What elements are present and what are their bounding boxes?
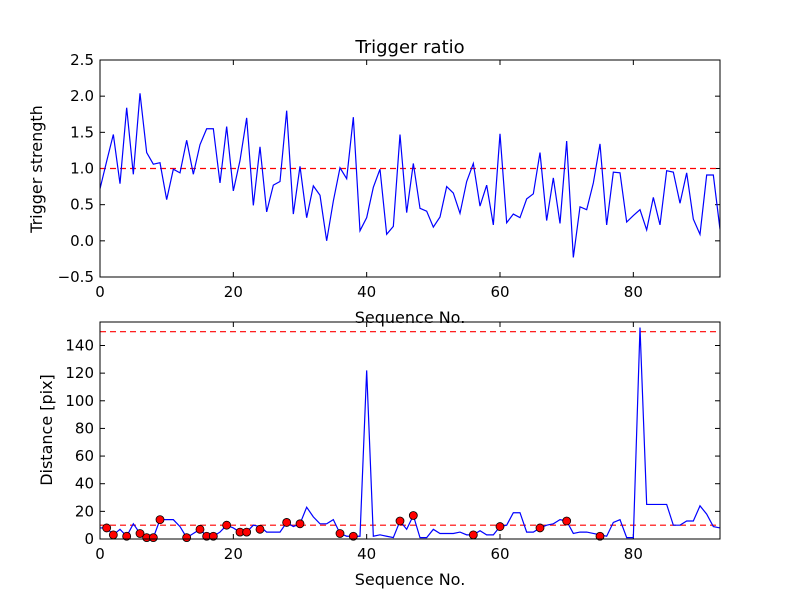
data-point-marker <box>208 531 218 541</box>
top-xlabel: Sequence No. <box>355 308 466 327</box>
series-line <box>100 93 720 258</box>
y-tick-label: 1.5 <box>70 123 94 141</box>
top-ticks: 0 20 40 60 80 −0.5 0.0 0.5 1.0 1.5 2.0 2.5 <box>58 51 720 301</box>
data-point-marker <box>562 516 572 526</box>
data-point-marker <box>108 530 118 540</box>
x-tick-label: 20 <box>224 283 243 301</box>
y-tick-label: 20 <box>75 502 94 520</box>
top-ylabel: Trigger strength <box>27 105 46 234</box>
data-point-marker <box>295 519 305 529</box>
x-tick-label: 0 <box>95 283 105 301</box>
data-point-marker <box>468 530 478 540</box>
y-tick-label: 120 <box>65 364 94 382</box>
series-line <box>100 327 720 539</box>
data-point-marker <box>282 518 292 527</box>
y-tick-label: 2.5 <box>70 51 94 69</box>
data-point-marker <box>242 527 252 537</box>
chart-distance: 0 20 40 60 80 0 20 40 60 80 100 120 140 Sequence No.… <box>37 321 721 589</box>
x-tick-label: 20 <box>224 545 243 563</box>
y-tick-label: 100 <box>65 392 94 410</box>
data-point-marker <box>535 523 545 533</box>
data-point-marker <box>195 524 205 534</box>
y-tick-label: 1.0 <box>70 160 94 178</box>
bottom-ylabel: Distance [pix] <box>37 374 56 486</box>
y-tick-label: 40 <box>75 475 94 493</box>
data-point-marker <box>335 529 345 538</box>
data-point-marker <box>148 533 158 543</box>
top-axes-frame <box>99 59 721 278</box>
data-point-marker <box>595 531 605 541</box>
y-tick-label: −0.5 <box>58 268 94 286</box>
y-tick-label: 0 <box>84 530 94 548</box>
data-point-marker <box>222 520 232 530</box>
bottom-markers <box>102 511 605 543</box>
data-point-marker <box>135 529 145 538</box>
x-tick-label: 0 <box>95 545 105 563</box>
top-series <box>100 93 720 258</box>
data-point-marker <box>495 522 505 531</box>
x-tick-label: 40 <box>357 545 376 563</box>
data-point-marker <box>255 524 265 534</box>
bottom-threshold-lines <box>100 331 720 526</box>
data-point-marker <box>182 533 192 543</box>
y-tick-label: 60 <box>75 447 94 465</box>
x-tick-label: 80 <box>624 283 643 301</box>
data-point-marker <box>102 523 112 533</box>
x-tick-label: 80 <box>624 545 643 563</box>
bottom-axes-frame <box>99 321 721 540</box>
bottom-ticks: 0 20 40 60 80 0 20 40 60 80 100 120 140 <box>65 322 720 563</box>
y-tick-label: 140 <box>65 336 94 354</box>
bottom-xlabel: Sequence No. <box>355 570 466 589</box>
x-tick-label: 60 <box>490 545 509 563</box>
y-tick-label: 0.5 <box>70 196 94 214</box>
data-point-marker <box>395 516 405 526</box>
data-point-marker <box>155 515 165 525</box>
data-point-marker <box>348 531 358 541</box>
data-point-marker <box>408 511 418 520</box>
chart-title: Trigger ratio <box>354 37 464 58</box>
x-tick-label: 40 <box>357 283 376 301</box>
x-tick-label: 60 <box>490 283 509 301</box>
y-tick-label: 0.0 <box>70 232 94 250</box>
y-tick-label: 80 <box>75 419 94 437</box>
bottom-series <box>100 327 720 539</box>
chart-trigger-ratio: Trigger ratio 0 20 40 60 80 −0.5 0.0 0.5 1.0 1.5 2… <box>27 37 721 327</box>
y-tick-label: 2.0 <box>70 87 94 105</box>
data-point-marker <box>122 531 132 541</box>
